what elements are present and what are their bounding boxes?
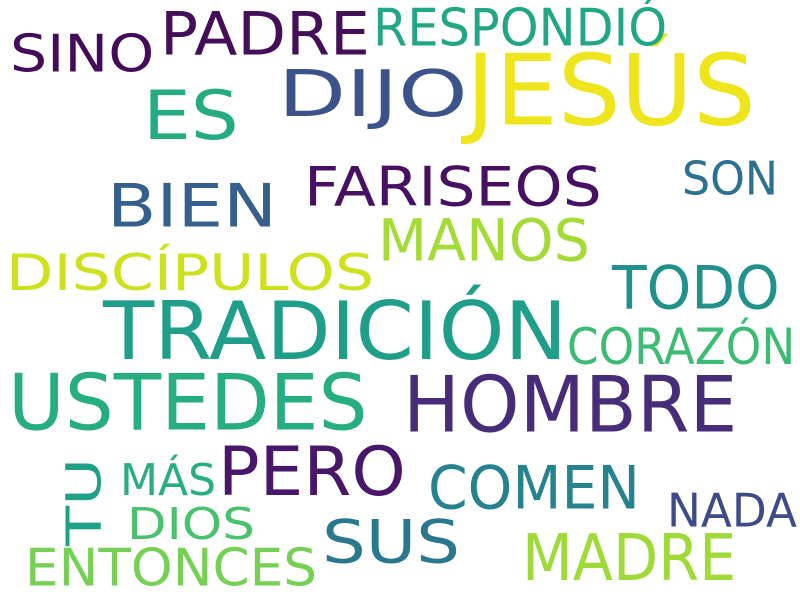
word-nada: NADA xyxy=(667,483,797,538)
word-todo: TODO xyxy=(612,252,780,323)
word-pero: PERO xyxy=(218,431,406,512)
word-dijo: DIJO xyxy=(278,56,468,132)
word-sus: SUS xyxy=(322,506,461,577)
word-fariseos: FARISEOS xyxy=(304,155,602,219)
word-tu: TU xyxy=(55,457,112,546)
word-tradicion: TRADICIÓN xyxy=(103,284,568,379)
word-manos: MANOS xyxy=(378,206,590,275)
word-respondio: RESPONDIÓ xyxy=(373,0,668,59)
word-bien: BIEN xyxy=(107,170,278,241)
word-hombre: HOMBRE xyxy=(403,358,738,451)
word-ustedes: USTEDES xyxy=(8,356,368,449)
word-madre: MADRE xyxy=(522,520,737,596)
word-comen: COMEN xyxy=(428,452,640,523)
word-es: ES xyxy=(143,75,239,156)
word-entonces: ENTONCES xyxy=(25,537,318,599)
word-jesus: JESÚS xyxy=(466,33,756,148)
word-mas: MÁS xyxy=(120,454,217,506)
word-corazon: CORAZÓN xyxy=(567,317,796,376)
word-discipulos: DISCÍPULOS xyxy=(6,243,375,302)
word-son: SON xyxy=(682,151,778,206)
word-sino: SINO xyxy=(10,23,155,85)
word-padre: PADRE xyxy=(160,0,370,69)
word-dios: DIOS xyxy=(127,498,255,550)
